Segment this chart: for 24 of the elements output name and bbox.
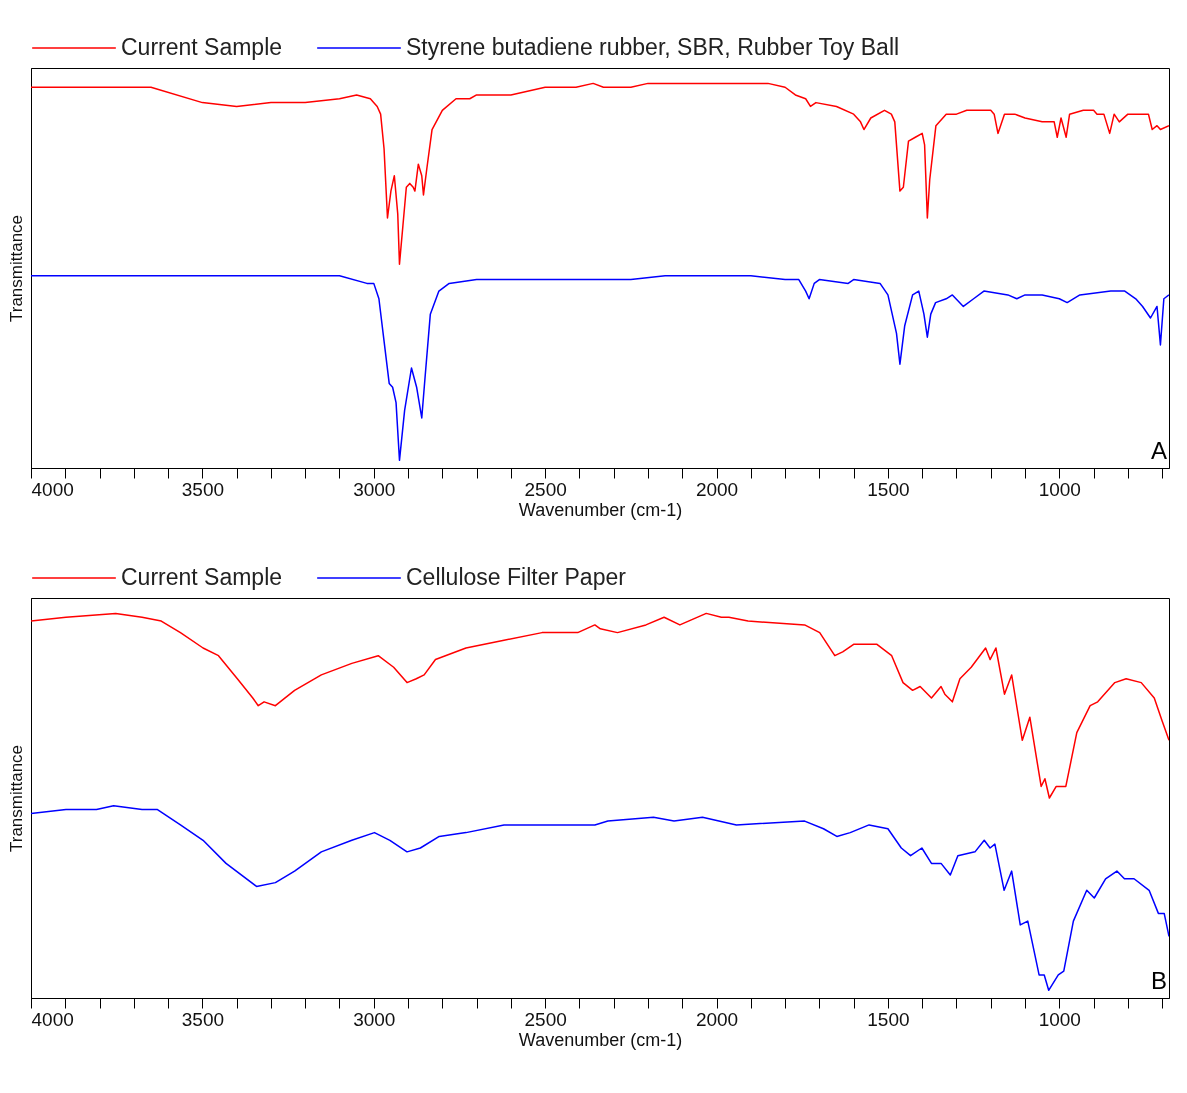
x-tick-label: 1500 xyxy=(867,478,910,500)
y-axis-title: Transmittance xyxy=(6,744,26,853)
legend-label: Current Sample xyxy=(121,564,283,590)
x-tick-label: 3000 xyxy=(353,478,396,500)
x-tick-label: 3500 xyxy=(181,478,225,500)
legend-label: Styrene butadiene rubber, SBR, Rubber Toy Ball xyxy=(406,34,900,60)
x-axis-title: Wavenumber (cm-1) xyxy=(518,1029,683,1050)
legend-label: Current Sample xyxy=(121,34,283,60)
y-axis-title: Transmittance xyxy=(6,214,26,323)
legend-label: Cellulose Filter Paper xyxy=(406,564,627,590)
x-tick-label: 4000 xyxy=(31,1008,74,1030)
annotation: A xyxy=(1150,437,1167,464)
x-tick-label: 4000 xyxy=(31,478,74,500)
x-tick-label: 2000 xyxy=(695,478,739,500)
x-tick-label: 1500 xyxy=(867,1008,910,1030)
x-tick-label: 2000 xyxy=(695,1008,739,1030)
annotation: B xyxy=(1150,967,1167,994)
x-tick-label: 1000 xyxy=(1038,478,1081,500)
x-tick-label: 1000 xyxy=(1038,1008,1081,1030)
x-axis-title: Wavenumber (cm-1) xyxy=(518,499,683,520)
x-tick-label: 3500 xyxy=(181,1008,225,1030)
x-tick-label: 3000 xyxy=(353,1008,396,1030)
x-tick-label: 2500 xyxy=(524,478,567,500)
x-tick-label: 2500 xyxy=(524,1008,567,1030)
